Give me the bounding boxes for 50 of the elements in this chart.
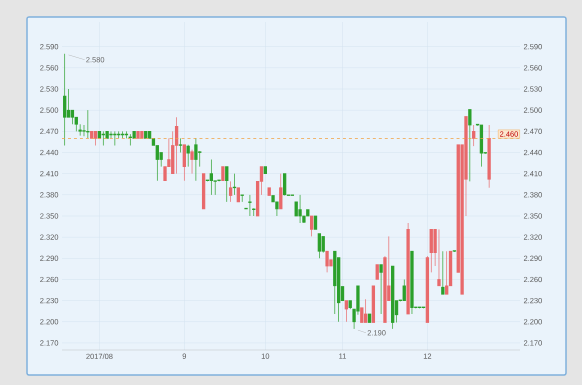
candlestick [348,300,352,310]
candlestick [202,173,206,210]
candlestick [430,229,433,273]
candlestick [372,285,376,323]
candlestick [240,194,244,202]
candlestick [232,173,236,196]
candlestick [441,250,444,295]
candlestick [248,194,252,216]
candlestick [426,256,430,323]
candlestick [379,264,383,314]
candlestick [120,130,124,139]
candlestick [318,233,322,259]
candlestick [402,279,406,301]
candlestick [268,187,271,196]
candlestick [364,298,368,323]
candlestick [194,138,198,182]
candlestick [144,130,148,139]
candlestick [344,300,348,322]
candlestick [228,181,232,202]
candlestick [186,144,190,167]
candlestick [298,194,302,224]
candlestick [487,124,491,188]
candlestick [279,173,282,210]
candlestick [225,166,228,202]
candlestick [190,149,194,174]
candlestick [406,222,410,314]
candlestick [264,166,268,174]
candlestick [182,144,186,182]
candlestick [468,109,472,182]
candlestick [86,110,90,139]
candlestick [78,124,82,136]
candlestick [113,130,117,146]
candlestick [221,166,225,182]
candlestick [282,173,286,196]
candlestick [140,130,144,139]
candlestick [325,250,329,273]
candlestick [437,229,441,286]
candlestick [94,130,98,146]
candlestick [310,216,314,237]
candlestick [178,138,182,153]
candlestick [236,187,240,202]
candlestick [128,134,132,146]
candlestick [376,264,379,280]
candlestick [210,159,213,196]
candlestick [445,250,448,295]
candlestick [102,130,105,146]
candlestick [391,266,394,330]
candlestick [174,116,178,174]
candlestick [63,53,66,146]
candlestick [472,124,476,146]
